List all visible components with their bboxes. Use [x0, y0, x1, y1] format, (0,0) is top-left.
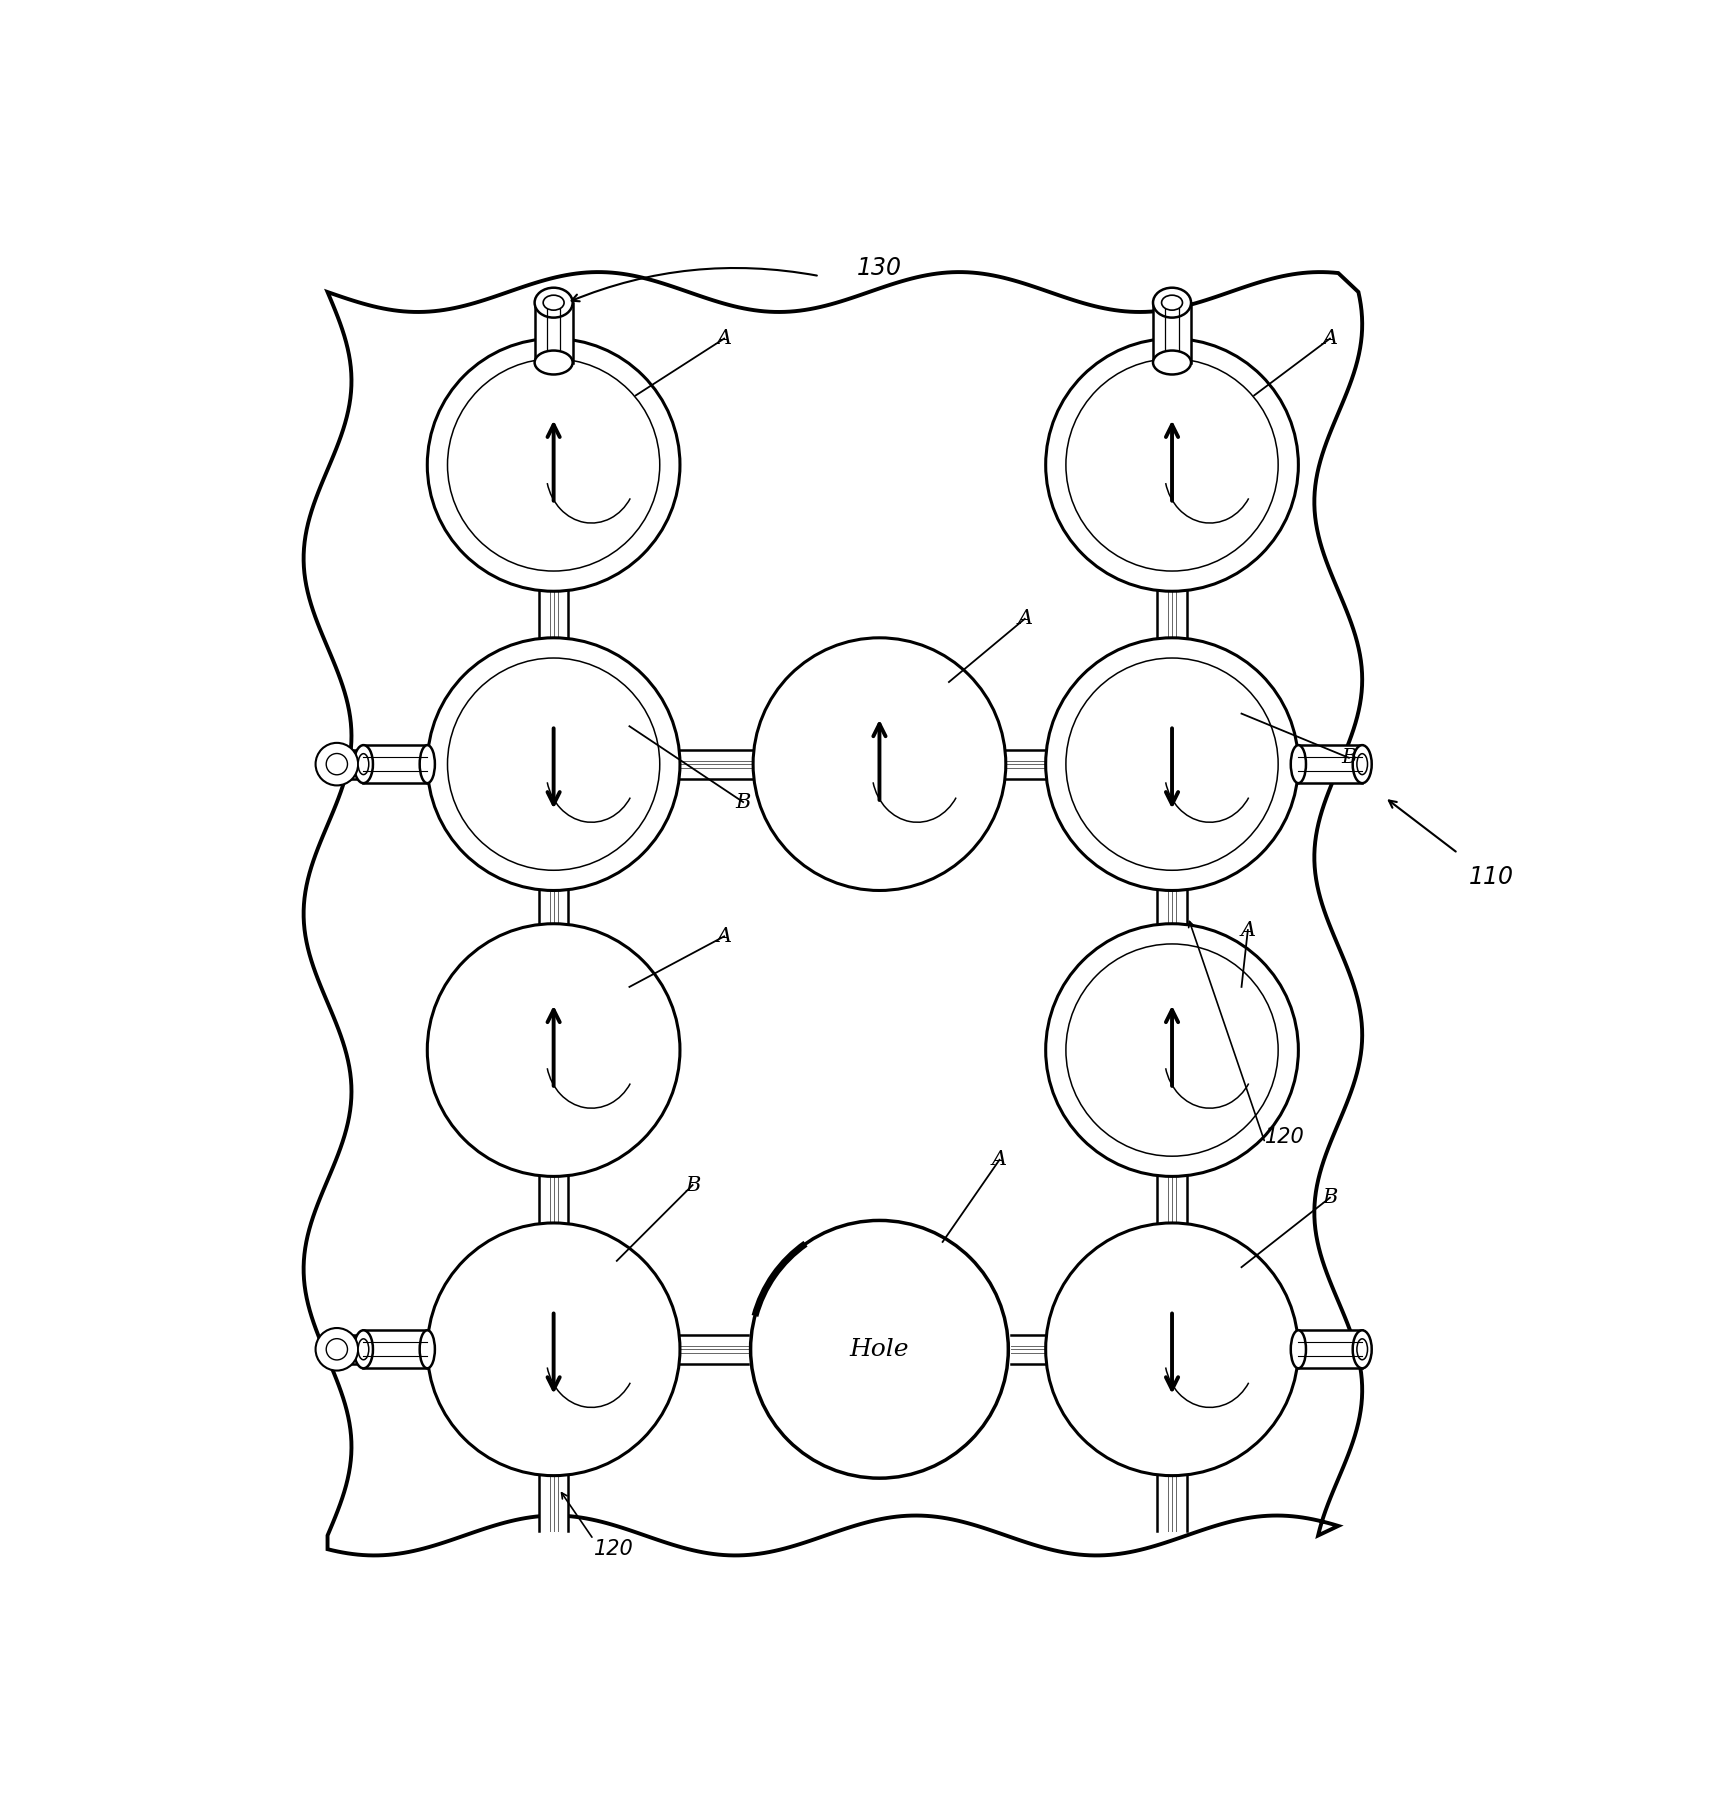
Bar — [1011, 1335, 1045, 1364]
Text: A: A — [1241, 921, 1256, 939]
Circle shape — [326, 754, 347, 775]
Circle shape — [1045, 1222, 1299, 1476]
Bar — [1299, 1335, 1338, 1364]
Circle shape — [750, 1220, 1009, 1478]
Ellipse shape — [1357, 754, 1368, 775]
Bar — [328, 1335, 427, 1364]
Bar — [539, 1177, 568, 1222]
Bar — [1157, 592, 1187, 637]
Bar — [1299, 745, 1363, 783]
Circle shape — [753, 637, 1006, 890]
Ellipse shape — [1162, 296, 1182, 311]
Bar — [1153, 303, 1191, 363]
Ellipse shape — [353, 745, 372, 783]
Ellipse shape — [1352, 745, 1371, 783]
Bar — [539, 890, 568, 924]
Circle shape — [427, 1222, 680, 1476]
Ellipse shape — [420, 1331, 434, 1367]
Bar — [539, 1476, 568, 1531]
Text: 120: 120 — [594, 1538, 633, 1558]
Ellipse shape — [535, 287, 573, 318]
Text: B: B — [1342, 748, 1357, 768]
Bar — [535, 303, 573, 363]
Circle shape — [1045, 338, 1299, 592]
Ellipse shape — [1357, 1338, 1368, 1360]
Ellipse shape — [1153, 350, 1191, 374]
Ellipse shape — [544, 296, 565, 311]
Circle shape — [427, 637, 680, 890]
Text: A: A — [992, 1150, 1007, 1170]
Ellipse shape — [353, 1331, 372, 1367]
Text: B: B — [685, 1175, 700, 1195]
Circle shape — [427, 338, 680, 592]
Text: A: A — [717, 329, 731, 349]
Circle shape — [1045, 924, 1299, 1177]
Text: Hole: Hole — [849, 1338, 909, 1360]
Bar — [1157, 890, 1187, 924]
Bar — [328, 750, 427, 779]
Bar — [1157, 1177, 1187, 1222]
Ellipse shape — [1290, 745, 1306, 783]
Bar — [680, 1335, 748, 1364]
Ellipse shape — [535, 350, 573, 374]
Text: 120: 120 — [1265, 1126, 1304, 1146]
Ellipse shape — [359, 754, 369, 775]
Polygon shape — [304, 272, 1363, 1556]
Bar — [364, 745, 427, 783]
Text: 110: 110 — [1469, 864, 1514, 890]
Text: B: B — [1323, 1188, 1338, 1208]
Ellipse shape — [1352, 1331, 1371, 1367]
Circle shape — [326, 1338, 347, 1360]
Bar — [1299, 1331, 1363, 1367]
Ellipse shape — [420, 745, 434, 783]
Bar — [680, 750, 753, 779]
Text: A: A — [717, 926, 731, 946]
Bar — [1157, 305, 1187, 338]
Text: B: B — [736, 792, 752, 812]
Bar — [364, 1331, 427, 1367]
Bar — [1157, 1476, 1187, 1531]
Bar — [539, 305, 568, 338]
Text: 130: 130 — [856, 256, 903, 280]
Bar — [1299, 750, 1338, 779]
Circle shape — [316, 1327, 359, 1371]
Ellipse shape — [1153, 287, 1191, 318]
Circle shape — [427, 924, 680, 1177]
Ellipse shape — [1290, 1331, 1306, 1367]
Circle shape — [316, 743, 359, 785]
Bar — [539, 592, 568, 637]
Ellipse shape — [359, 1338, 369, 1360]
Text: A: A — [1323, 329, 1337, 349]
Circle shape — [1045, 637, 1299, 890]
Bar — [1006, 750, 1045, 779]
Text: A: A — [1018, 610, 1033, 628]
